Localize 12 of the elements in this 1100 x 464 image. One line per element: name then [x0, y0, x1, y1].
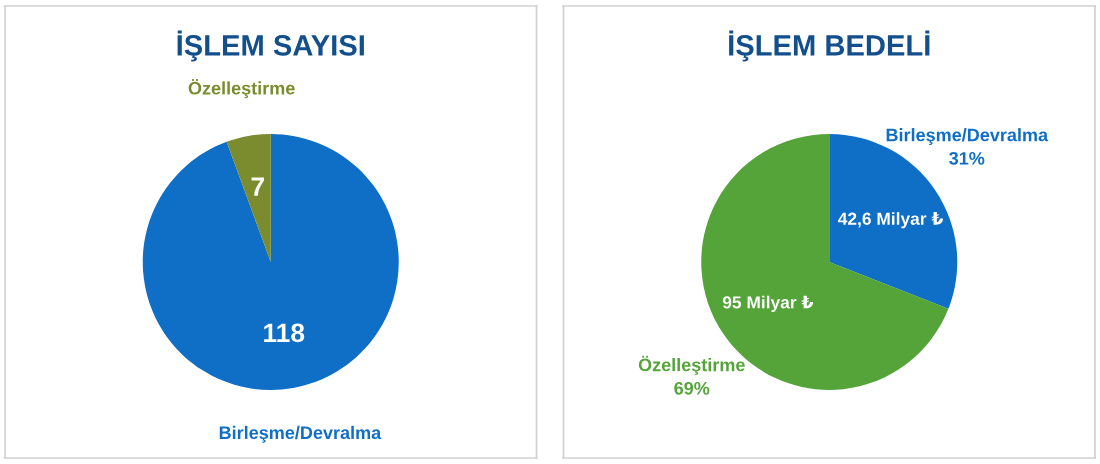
chart-title: İŞLEM BEDELİ	[729, 30, 930, 62]
slice-label: Birleşme/Devralma	[219, 425, 382, 443]
slice-label: Özelleştirme	[188, 79, 295, 99]
chart-title: İŞLEM SAYISI	[177, 30, 364, 62]
data-label: 95 Milyar ₺	[722, 295, 814, 312]
pie-slice	[226, 134, 271, 262]
slice-label: Özelleştirme 69%	[638, 355, 745, 395]
data-label: 7	[251, 177, 264, 196]
pie-slice	[142, 134, 399, 390]
data-label: 42,6 Milyar ₺	[838, 212, 944, 229]
slice-label: Birleşme/Devralma 31%	[886, 128, 1049, 165]
data-label: 118	[264, 323, 305, 343]
